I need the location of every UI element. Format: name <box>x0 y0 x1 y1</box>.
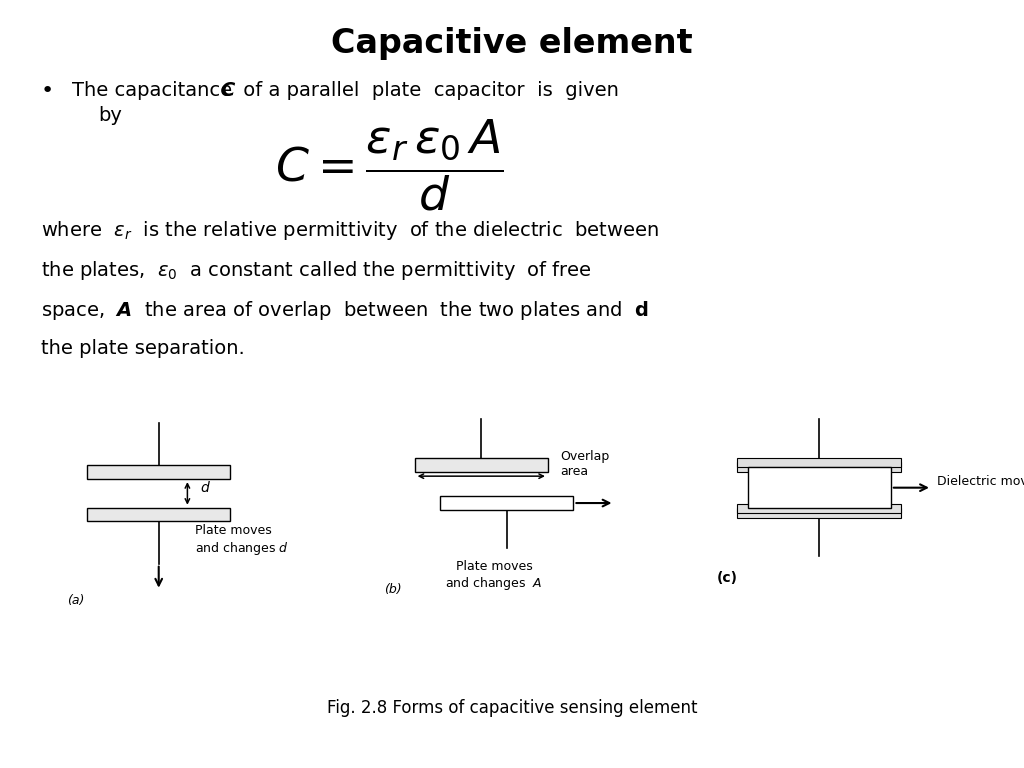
Text: •: • <box>41 81 54 101</box>
Text: Overlap
area: Overlap area <box>560 450 609 478</box>
Text: by: by <box>98 106 122 125</box>
Text: where  $\boldsymbol{\varepsilon_r}$  is the relative permittivity  of the dielec: where $\boldsymbol{\varepsilon_r}$ is th… <box>41 219 658 242</box>
Text: of a parallel  plate  capacitor  is  given: of a parallel plate capacitor is given <box>237 81 618 100</box>
Text: (b): (b) <box>384 583 401 596</box>
Text: Capacitive element: Capacitive element <box>331 27 693 60</box>
Text: space,  $\boldsymbol{A}$  the area of overlap  between  the two plates and  $\ma: space, $\boldsymbol{A}$ the area of over… <box>41 299 649 322</box>
Text: Plate moves
and changes  $A$: Plate moves and changes $A$ <box>445 560 543 592</box>
Text: Dielectric moves: Dielectric moves <box>937 475 1024 488</box>
Text: the plates,  $\boldsymbol{\varepsilon_0}$  a constant called the permittivity  o: the plates, $\boldsymbol{\varepsilon_0}$… <box>41 259 592 282</box>
Text: $C = \dfrac{\varepsilon_r\,\varepsilon_0\,A}{d}$: $C = \dfrac{\varepsilon_r\,\varepsilon_0… <box>274 118 504 213</box>
Text: (c): (c) <box>717 571 738 585</box>
Text: $d$: $d$ <box>200 480 211 495</box>
Text: The capacitance: The capacitance <box>72 81 238 100</box>
Text: Fig. 2.8 Forms of capacitive sensing element: Fig. 2.8 Forms of capacitive sensing ele… <box>327 699 697 717</box>
Text: C: C <box>220 81 234 100</box>
Text: the plate separation.: the plate separation. <box>41 339 245 358</box>
Text: Plate moves
and changes $d$: Plate moves and changes $d$ <box>195 524 289 557</box>
Text: (a): (a) <box>67 594 84 607</box>
